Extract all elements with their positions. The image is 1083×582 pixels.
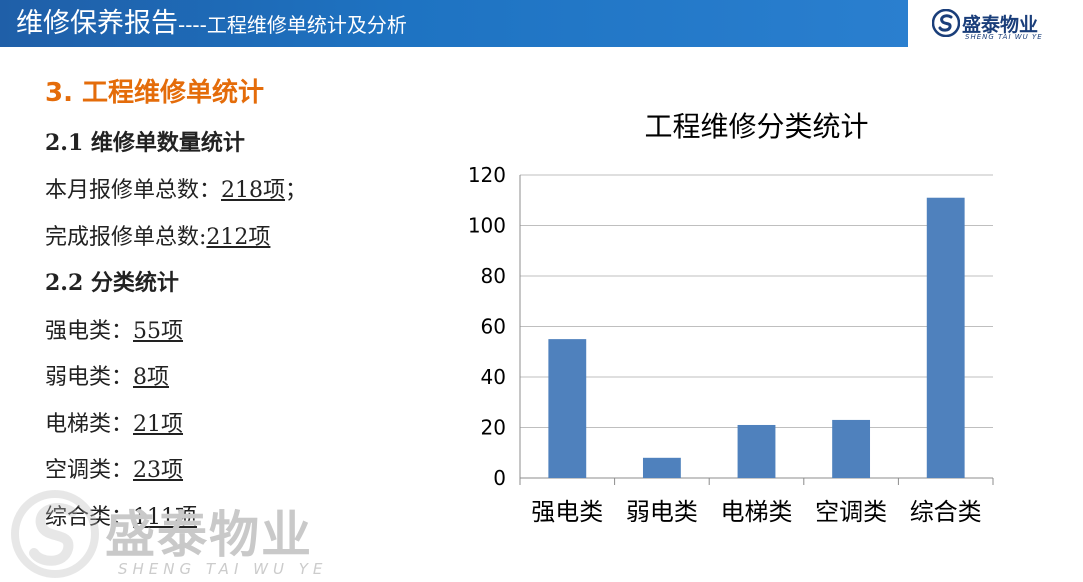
- title-separator: ----: [178, 13, 207, 37]
- header-band: 维修保养报告----工程维修单统计及分析: [0, 0, 908, 47]
- brand-pinyin: SHENG TAI WU YE: [965, 33, 1043, 41]
- watermark-pinyin: SHENG TAI WU YE: [118, 560, 328, 578]
- category-value: 55项: [133, 319, 184, 344]
- category-label: 强电类：: [45, 319, 134, 344]
- completed-reports-label: 完成报修单总数:: [45, 225, 207, 250]
- category-line: 电梯类：21项: [45, 406, 183, 438]
- x-tick-label: 弱电类: [626, 498, 698, 526]
- completed-reports-line: 完成报修单总数:212项: [45, 219, 270, 251]
- bar: [926, 197, 965, 478]
- total-reports-label: 本月报修单总数：: [45, 178, 222, 203]
- y-tick-label: 120: [468, 163, 506, 187]
- x-tick-label: 电梯类: [721, 498, 793, 526]
- x-tick-label: 综合类: [910, 498, 982, 526]
- category-value: 21项: [133, 412, 184, 437]
- category-line: 强电类：55项: [45, 313, 183, 345]
- completed-reports-value: 212项: [206, 225, 271, 250]
- y-tick-label: 0: [493, 466, 506, 490]
- chart-title: 工程维修分类统计: [644, 110, 868, 143]
- y-tick-label: 60: [481, 315, 506, 339]
- total-reports-suffix: ；: [285, 178, 308, 203]
- brand-logo-area: [908, 0, 1083, 47]
- bar: [548, 339, 587, 478]
- y-tick-label: 40: [481, 365, 506, 389]
- category-label: 弱电类：: [45, 365, 134, 390]
- x-tick-label: 空调类: [815, 498, 887, 526]
- category-line: 空调类：23项: [45, 452, 183, 484]
- header-bar: 维修保养报告----工程维修单统计及分析: [0, 0, 1083, 47]
- section-title: 3. 工程维修单统计: [45, 78, 265, 108]
- bar: [737, 424, 776, 478]
- total-reports-value: 218项: [221, 178, 286, 203]
- report-title: 维修保养报告: [16, 8, 178, 39]
- category-label: 空调类：: [45, 458, 134, 483]
- report-subtitle: 工程维修单统计及分析: [206, 13, 407, 37]
- subsection-category-heading: 2.2 分类统计: [45, 270, 179, 296]
- brand-logo-icon: [932, 9, 960, 37]
- y-tick-label: 80: [481, 264, 506, 288]
- y-tick-label: 20: [481, 416, 506, 440]
- category-value: 111项: [133, 505, 198, 530]
- bar: [832, 419, 871, 478]
- category-line: 综合类：111项: [45, 499, 197, 531]
- watermark-logo-icon: [11, 490, 99, 578]
- brand-name: 盛泰物业: [962, 14, 1039, 36]
- category-label: 电梯类：: [45, 412, 134, 437]
- y-tick-label: 100: [468, 214, 506, 238]
- category-line: 弱电类：8项: [45, 359, 169, 391]
- category-value: 23项: [133, 458, 184, 483]
- bar-chart: 工程维修分类统计 0 20 40 60 80 100 120 强电类 弱电类 电梯类 空调类 综合类: [468, 110, 994, 526]
- x-tick-label: 强电类: [531, 498, 603, 526]
- category-label: 综合类：: [45, 505, 134, 530]
- category-value: 8项: [133, 365, 170, 390]
- total-reports-line: 本月报修单总数：218项；: [45, 172, 307, 204]
- page-title: 维修保养报告----工程维修单统计及分析: [16, 9, 407, 40]
- watermark-text: 盛泰物业: [105, 506, 313, 564]
- bar: [642, 457, 681, 478]
- subsection-count-heading: 2.1 维修单数量统计: [45, 130, 245, 156]
